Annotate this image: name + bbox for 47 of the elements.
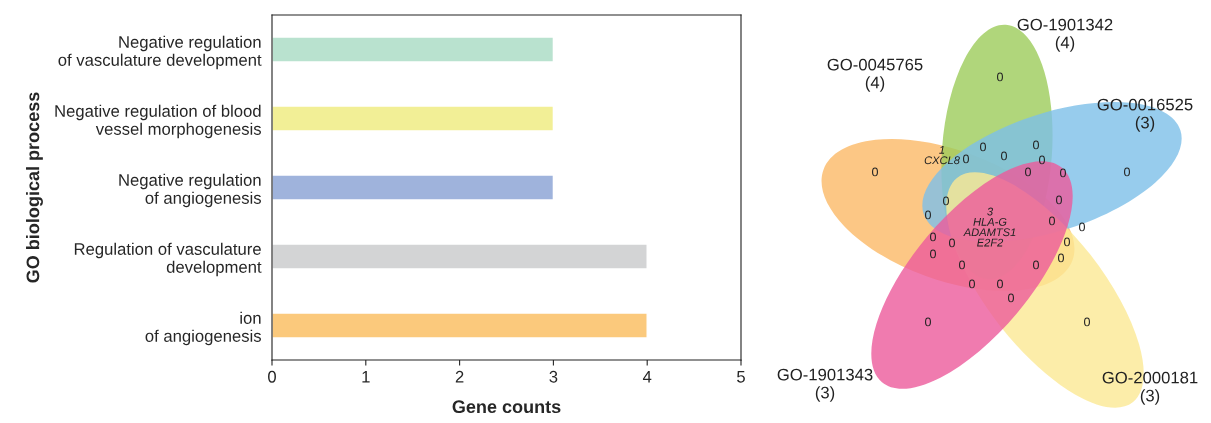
x-tick-label: 5 — [737, 371, 745, 383]
text: 0 — [872, 167, 878, 177]
x-tick-label: 4 — [642, 371, 652, 383]
text: 0 — [980, 142, 986, 152]
text: 0 — [949, 238, 955, 248]
text: 0 — [1039, 155, 1045, 165]
text: 0 — [943, 196, 949, 206]
text: 0 — [1124, 167, 1130, 177]
text: 0 — [1033, 140, 1039, 150]
text: 1 CXCL8 — [924, 146, 960, 165]
text: 0 — [1079, 222, 1085, 232]
text: 0 — [930, 232, 936, 242]
text: GO-2000181 (3) — [1102, 371, 1198, 405]
y-axis-title: GO biological process — [26, 92, 43, 283]
text: 0 — [1056, 195, 1062, 205]
text: 0 — [1008, 293, 1014, 303]
text: 3 HLA-G ADAMTS1 E2F2 — [963, 207, 1016, 247]
text: 0 — [997, 72, 1003, 82]
text: GO-1901342 (4) — [1017, 18, 1113, 52]
y-tick-label: Negative regulation of angiogenesis — [119, 173, 261, 208]
y-tick-label: Negative regulation of blood vessel morphogenesis — [55, 104, 261, 139]
text: GO-0016525 (3) — [1097, 98, 1193, 132]
text: 0 — [1001, 151, 1007, 161]
text: 0 — [930, 249, 936, 259]
text: 0 — [969, 279, 975, 289]
x-axis-title: Gene counts — [452, 400, 561, 414]
text: 0 — [1033, 260, 1039, 270]
text: GO-1901343 (3) — [777, 368, 873, 402]
x-tick-label: 0 — [268, 370, 276, 383]
x-tick-label: 1 — [362, 371, 370, 383]
text: 0 — [959, 260, 965, 270]
x-tick-label: 3 — [549, 370, 558, 383]
text: 0 — [997, 279, 1003, 289]
text: GO-0045765 (4) — [827, 58, 923, 92]
text: 0 — [925, 210, 931, 220]
text: 0 — [963, 154, 969, 164]
text: 0 — [1084, 317, 1090, 327]
text: 0 — [1060, 168, 1066, 178]
text: 0 — [925, 317, 931, 327]
text: 0 — [1064, 237, 1070, 247]
y-tick-label: Negative regulation of vasculature development — [58, 35, 262, 70]
text: 0 — [1049, 216, 1055, 226]
text: 0 — [1058, 253, 1064, 263]
y-tick-label: Regulation of vasculature development — [74, 242, 262, 277]
y-tick-label: ion of angiogenesis — [145, 311, 261, 346]
text: 0 — [1025, 167, 1031, 177]
x-tick-label: 2 — [455, 370, 464, 383]
